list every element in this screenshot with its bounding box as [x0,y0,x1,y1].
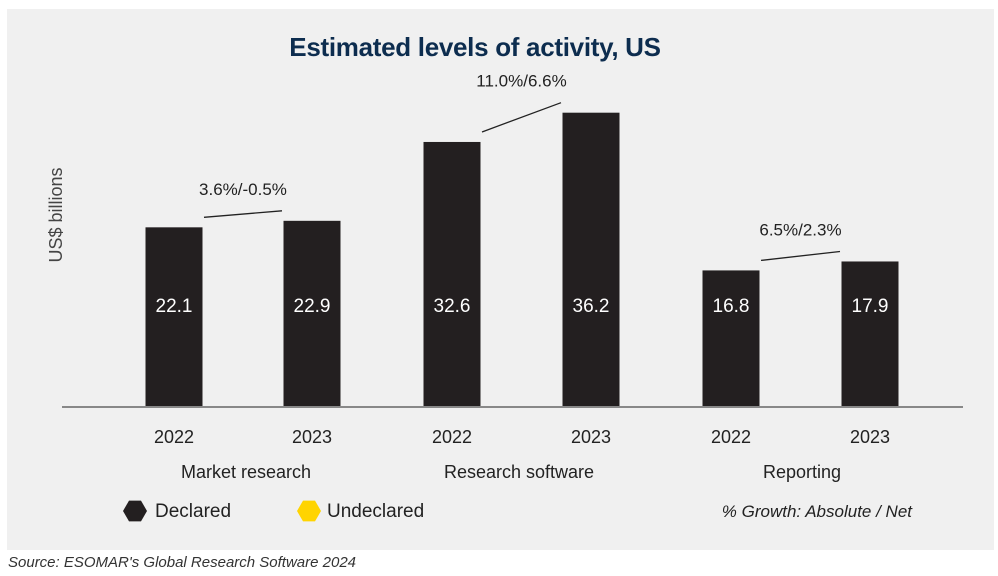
bar-market-research-2023 [283,220,341,407]
growth-label: 6.5%/2.3% [759,220,841,239]
source-note: Source: ESOMAR's Global Research Softwar… [8,554,357,571]
bar-value-label: 17.9 [852,296,889,317]
x-group-label: Market research [181,462,311,482]
x-tick-label-year: 2022 [432,427,472,447]
growth-connector-line [203,210,283,218]
growth-connector-line [760,250,841,262]
legend-label: Declared [155,501,231,522]
legend-hexagon-icon [123,500,147,522]
bar-reporting-2022 [702,270,760,407]
x-tick-label-year: 2022 [154,427,194,447]
bar-market-research-2022 [145,227,203,407]
x-group-label: Reporting [763,462,841,482]
bar-research-software-2022 [423,141,481,407]
y-axis-label: US$ billions [46,167,66,262]
bar-research-software-2023 [562,112,620,407]
x-group-label: Research software [444,462,594,482]
bar-reporting-2023 [841,261,899,407]
bar-value-label: 22.9 [294,296,331,317]
bar-value-label: 36.2 [573,296,610,317]
chart-title: Estimated levels of activity, US [289,32,661,62]
legend-hexagon-icon [297,500,321,522]
bar-value-label: 32.6 [434,296,471,317]
bar-value-label: 22.1 [156,296,193,317]
bar-value-label: 16.8 [713,296,750,317]
growth-label: 11.0%/6.6% [476,72,566,91]
x-tick-label-year: 2023 [571,427,611,447]
growth-label: 3.6%/-0.5% [199,180,287,199]
growth-connector-line [481,102,562,133]
legend-growth-note: % Growth: Absolute / Net [722,502,914,521]
x-tick-label-year: 2023 [850,427,890,447]
x-tick-label-year: 2022 [711,427,751,447]
x-tick-label-year: 2023 [292,427,332,447]
legend-label: Undeclared [327,501,424,522]
